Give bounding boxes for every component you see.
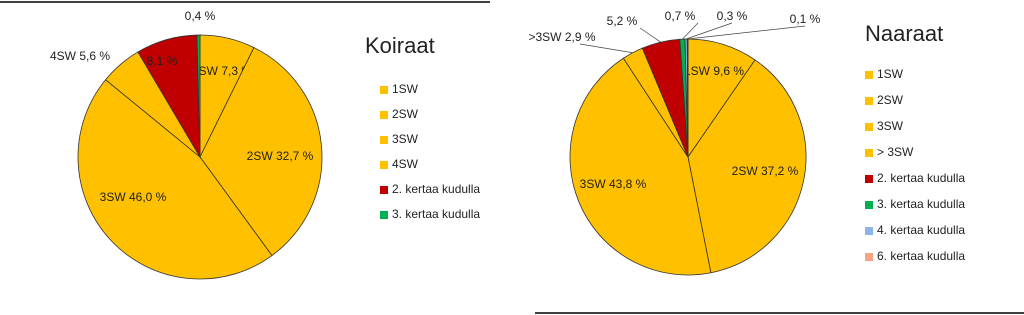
legend-swatch <box>380 111 388 119</box>
data-label: 0,4 % <box>185 9 216 23</box>
data-label: 0,7 % <box>665 9 696 23</box>
pie-slice <box>569 57 712 276</box>
legend-label: > 3SW <box>877 145 914 159</box>
legend-swatch <box>380 211 388 219</box>
data-label: 0,3 % <box>717 9 748 23</box>
legend-swatch <box>865 175 873 183</box>
legend-swatch <box>865 123 873 131</box>
legend-label: 3SW <box>392 132 419 146</box>
legend-label: 4. kertaa kudulla <box>877 223 965 237</box>
legend-swatch <box>865 253 873 261</box>
legend-swatch <box>380 161 388 169</box>
legend-swatch <box>380 136 388 144</box>
data-label: 5,2 % <box>607 14 638 28</box>
legend-swatch <box>865 227 873 235</box>
pie-slice <box>687 59 807 274</box>
legend-label: 3. kertaa kudulla <box>392 207 480 221</box>
legend-swatch <box>865 149 873 157</box>
data-label: 1SW 9,6 % <box>684 64 744 78</box>
legend-label: 1SW <box>877 67 904 81</box>
leader-line <box>686 22 733 40</box>
legend-label: 2SW <box>877 93 904 107</box>
legend-swatch <box>865 71 873 79</box>
pie-slice <box>199 47 323 257</box>
legend-label: 2. kertaa kudulla <box>877 171 965 185</box>
legend-label: 4SW <box>392 157 419 171</box>
pie-slice <box>77 79 273 280</box>
pie-slice <box>196 34 201 158</box>
data-label: >3SW 2,9 % <box>528 30 595 44</box>
data-label: 3SW 43,8 % <box>580 177 647 191</box>
data-label: 2SW 37,2 % <box>732 164 799 178</box>
data-label: 3SW 46,0 % <box>100 190 167 204</box>
legend-swatch <box>865 97 873 105</box>
legend-swatch <box>380 86 388 94</box>
data-label: 4SW 5,6 % <box>50 49 110 63</box>
leader-line <box>639 27 661 43</box>
leader-line <box>579 43 633 54</box>
data-label: 0,1 % <box>790 12 821 26</box>
data-label: 1SW 7,3 % <box>192 64 252 78</box>
chart-title: Naaraat <box>865 21 943 46</box>
legend-label: 6. kertaa kudulla <box>877 249 965 263</box>
data-label: 8,1 % <box>147 54 178 68</box>
leader-line <box>687 25 806 40</box>
legend-label: 3. kertaa kudulla <box>877 197 965 211</box>
legend-label: 3SW <box>877 119 904 133</box>
legend-label: 2SW <box>392 107 419 121</box>
chart-title: Koiraat <box>365 33 435 58</box>
legend-swatch <box>380 186 388 194</box>
data-label: 2SW 32,7 % <box>247 149 314 163</box>
legend-label: 1SW <box>392 82 419 96</box>
legend-swatch <box>865 201 873 209</box>
leader-line <box>682 22 699 40</box>
legend-label: 2. kertaa kudulla <box>392 182 480 196</box>
